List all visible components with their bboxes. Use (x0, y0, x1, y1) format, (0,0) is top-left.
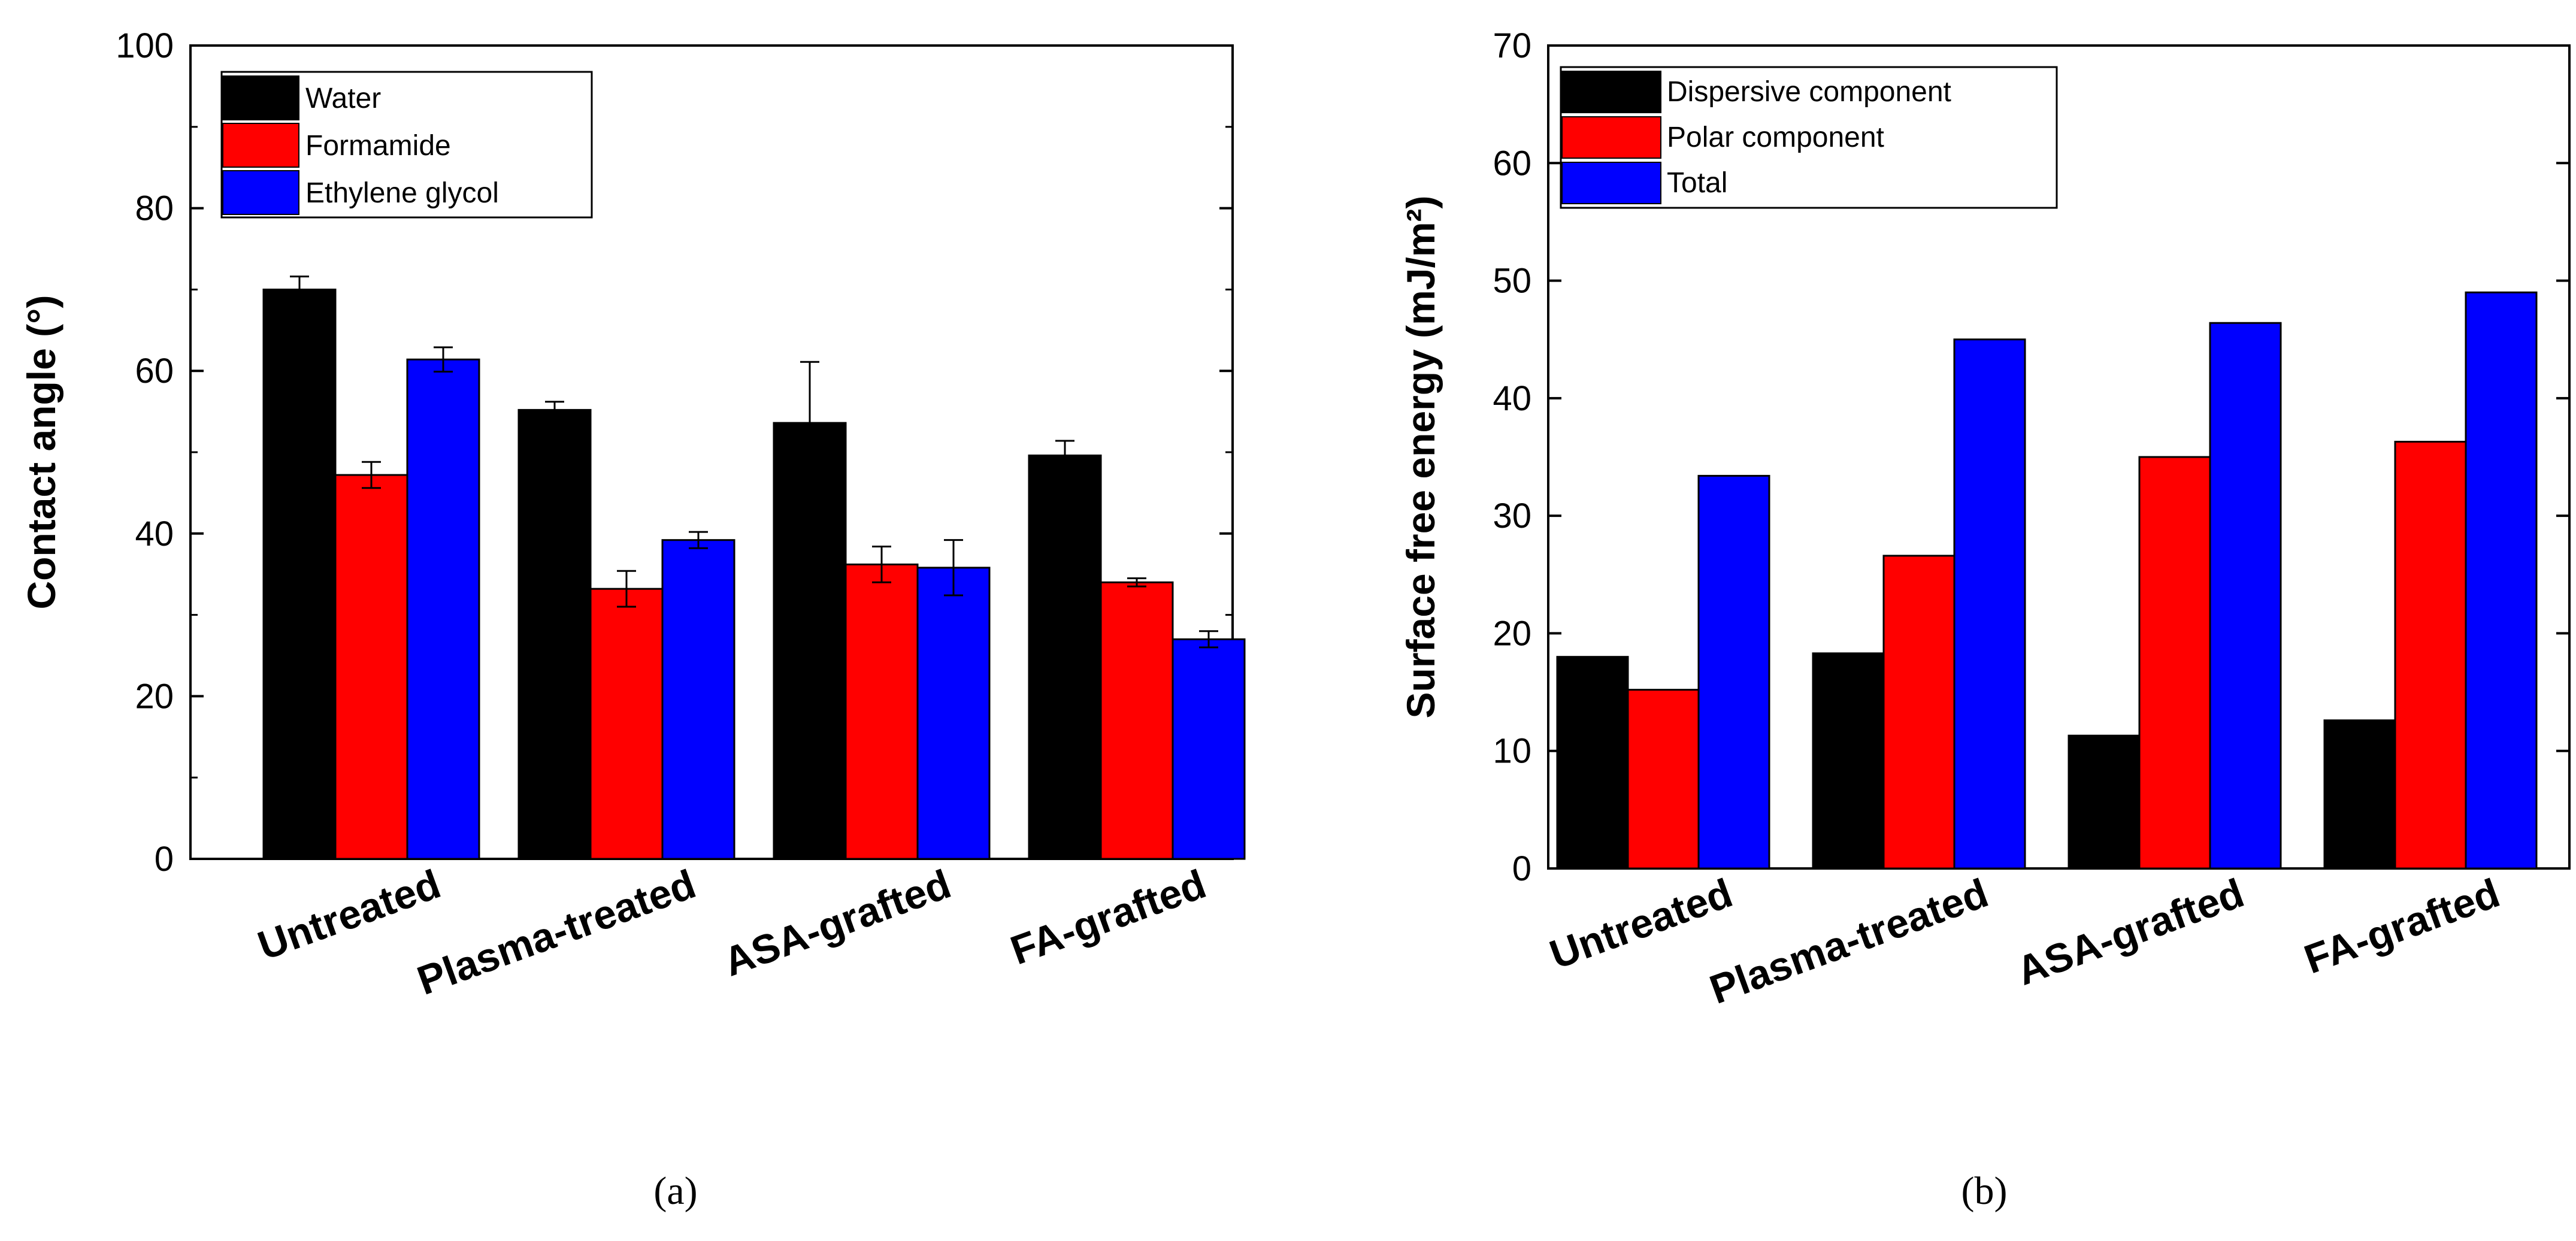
bar-dispersive-component-untreated (1556, 656, 1629, 870)
legend-swatch-polar-component (1561, 116, 1661, 159)
bar-dispersive-component-asa-grafted (2068, 734, 2141, 870)
bar-polar-component-asa-grafted (2138, 456, 2211, 870)
legend-label-dispersive-component: Dispersive component (1667, 76, 1951, 108)
y-tick-label: 40 (1493, 379, 1531, 418)
category-label-untreated: Untreated (1544, 870, 1738, 978)
error-bar-ethylene-glycol-plasma-treated (689, 531, 708, 549)
bar-formamide-asa-grafted (844, 563, 919, 860)
error-bar-formamide-untreated (362, 461, 381, 489)
error-bar-water-untreated (290, 276, 309, 304)
bar-polar-component-untreated (1627, 689, 1700, 870)
error-bar-water-asa-grafted (800, 361, 819, 485)
caption-b: (b) (1961, 1169, 2008, 1213)
legend-label-water: Water (305, 83, 381, 114)
y-tick-label: 30 (1493, 497, 1531, 535)
error-bar-formamide-plasma-treated (617, 570, 636, 608)
legend-label-ethylene-glycol: Ethylene glycol (305, 177, 499, 209)
bars-a (262, 288, 1246, 860)
y-ticks-b: 0 10 20 30 40 50 60 70 (1493, 26, 2569, 888)
legend-a: Water Formamide Ethylene glycol (220, 71, 593, 219)
y-tick-label: 10 (1493, 732, 1531, 771)
category-label-plasma-treated: Plasma-treated (411, 861, 701, 1004)
bar-ethylene-glycol-asa-grafted (916, 567, 991, 860)
legend-swatch-ethylene-glycol (222, 170, 299, 215)
y-tick-label: 60 (1493, 144, 1531, 183)
y-tick-label: 100 (116, 26, 174, 65)
error-bar-ethylene-glycol-asa-grafted (944, 539, 963, 597)
legend-swatch-total (1561, 162, 1661, 204)
error-bar-water-fa-grafted (1055, 440, 1074, 471)
bar-water-asa-grafted (773, 422, 847, 860)
bars-b (1556, 291, 2538, 870)
bar-formamide-fa-grafted (1100, 581, 1174, 860)
bar-dispersive-component-fa-grafted (2323, 719, 2396, 870)
bar-ethylene-glycol-fa-grafted (1172, 638, 1246, 860)
bar-water-untreated (262, 288, 337, 860)
bar-ethylene-glycol-untreated (406, 358, 480, 860)
y-axis-title-b: Surface free energy (mJ/m²) (1399, 196, 1443, 719)
legend-swatch-formamide (222, 123, 299, 168)
bar-dispersive-component-plasma-treated (1812, 652, 1885, 870)
bar-formamide-untreated (334, 474, 408, 860)
y-tick-label: 20 (1493, 614, 1531, 653)
bar-water-plasma-treated (517, 408, 592, 860)
bar-total-untreated (1697, 474, 1770, 870)
error-bars-a (290, 276, 1218, 649)
y-ticks-a: 0 20 40 60 80 100 (116, 26, 1233, 879)
error-bar-formamide-fa-grafted (1127, 577, 1146, 588)
y-tick-label: 50 (1493, 262, 1531, 301)
y-axis-title-a: Contact angle (°) (19, 295, 63, 609)
error-bar-ethylene-glycol-fa-grafted (1199, 630, 1218, 649)
bar-formamide-plasma-treated (589, 588, 664, 860)
y-tick-label: 0 (1512, 849, 1531, 888)
error-bar-ethylene-glycol-untreated (434, 346, 453, 373)
category-label-asa-grafted: ASA-grafted (2011, 870, 2250, 994)
bar-total-fa-grafted (2465, 291, 2538, 870)
bar-total-asa-grafted (2209, 322, 2282, 870)
legend-swatch-water (222, 75, 299, 120)
category-label-fa-grafted: FA-grafted (2299, 870, 2505, 983)
error-bar-formamide-asa-grafted (872, 546, 891, 583)
bar-total-plasma-treated (1953, 338, 2026, 870)
bar-water-fa-grafted (1028, 454, 1102, 860)
plot-frame-b (1547, 44, 2571, 870)
y-tick-label: 60 (135, 352, 174, 391)
legend-swatch-dispersive-component (1561, 71, 1661, 113)
bar-polar-component-plasma-treated (1882, 555, 1956, 870)
category-label-asa-grafted: ASA-grafted (718, 861, 956, 985)
category-label-plasma-treated: Plasma-treated (1704, 870, 1994, 1013)
category-label-untreated: Untreated (252, 861, 446, 969)
caption-a: (a) (653, 1169, 697, 1213)
category-label-fa-grafted: FA-grafted (1005, 861, 1212, 974)
error-bar-water-plasma-treated (545, 401, 564, 419)
bar-ethylene-glycol-plasma-treated (661, 539, 735, 860)
y-tick-label: 80 (135, 189, 174, 228)
legend-label-polar-component: Polar component (1667, 122, 1884, 153)
legend-b: Dispersive component Polar component Tot… (1560, 66, 2058, 209)
y-tick-label: 70 (1493, 26, 1531, 65)
legend-label-total: Total (1667, 167, 1727, 199)
y-tick-label: 0 (155, 840, 174, 879)
y-tick-label: 40 (135, 514, 174, 553)
bar-polar-component-fa-grafted (2394, 440, 2467, 870)
legend-label-formamide: Formamide (305, 130, 451, 162)
y-tick-label: 20 (135, 677, 174, 716)
